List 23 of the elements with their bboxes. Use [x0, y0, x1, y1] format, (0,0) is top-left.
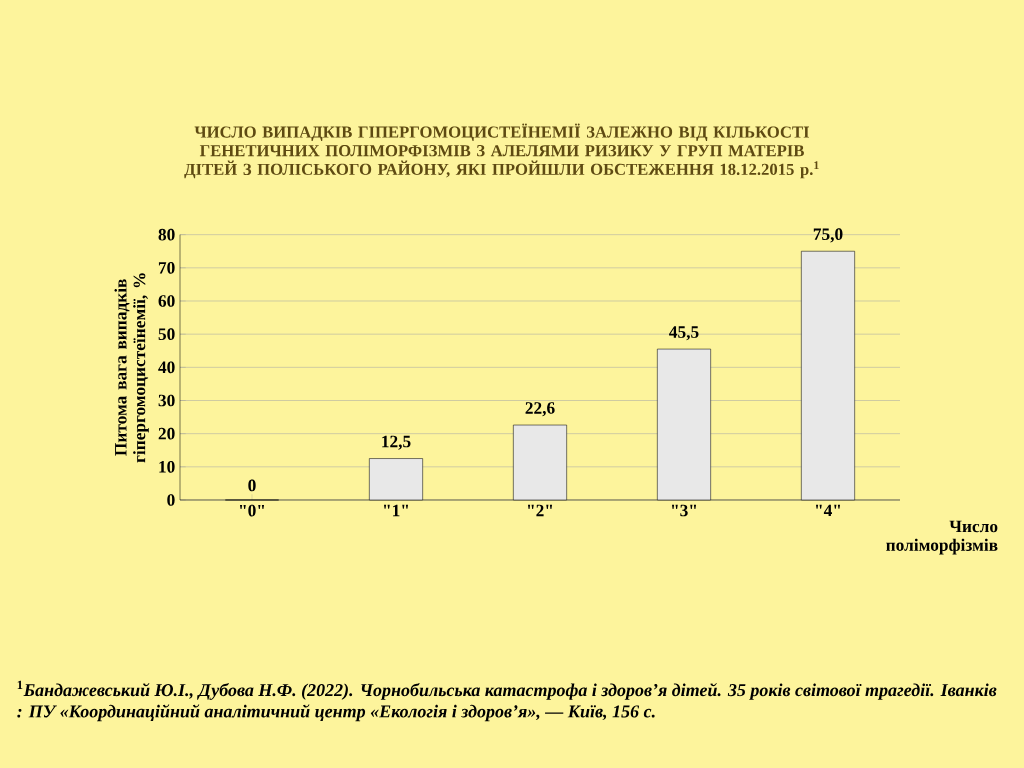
x-tick-label: "4" [815, 504, 841, 517]
chart-title: ЧИСЛО ВИПАДКІВ ГІПЕРГОМОЦИСТЕЇНЕМІЇ ЗАЛЕЖНО ВІД КІЛЬКОСТІ ГЕНЕТИЧНИХ ПОЛІМОРФІЗМІВ З АЛЕЛЯМИ РИЗИКУ У ГРУП МАТЕРІВ ДІТЕЙ З ПОЛІСЬКОГО РАЙОНУ, ЯКІ ПРОЙШЛИ ОБСТЕЖЕННЯ 18.12.2015 р.$^{1}$ [184, 123, 819, 179]
y-tick-label: 50 [158, 328, 175, 341]
y-tick-label: 80 [158, 228, 175, 241]
data-label: 22,6 [525, 402, 555, 417]
y-tick-label: 60 [158, 295, 175, 307]
x-tick-label: "3" [671, 504, 697, 517]
data-label: 75,0 [813, 228, 843, 243]
y-tick-label: 40 [158, 361, 175, 374]
x-axis-title: Число поліморфізмів [886, 520, 998, 555]
y-tick-label: 10 [159, 460, 175, 473]
data-label: 0 [248, 479, 256, 492]
y-tick-label: 70 [158, 261, 175, 274]
y-tick-label: 30 [158, 394, 175, 407]
data-label: 12,5 [382, 435, 411, 450]
x-tick-label: "1" [383, 504, 409, 517]
data-label: 45,5 [669, 326, 699, 341]
y-tick-label: 0 [167, 494, 175, 506]
y-tick-label: 20 [158, 427, 175, 440]
text: $^{1}$Бандажевський Ю.І., Дубова Н.Ф. (2022). Чорнобильська катастрофа і здоров’я дітей. 35 років світової трагедії. Іванків : ПУ «Координаційний аналітичний центр «Екологія і здоров’я», — Київ, 156 с. [17, 680, 997, 722]
x-tick-label: "2" [527, 504, 553, 517]
y-axis-title: Питома вага випадків гіпергомоцистеїнемії, % [114, 273, 149, 463]
x-tick-label: "0" [239, 504, 265, 517]
